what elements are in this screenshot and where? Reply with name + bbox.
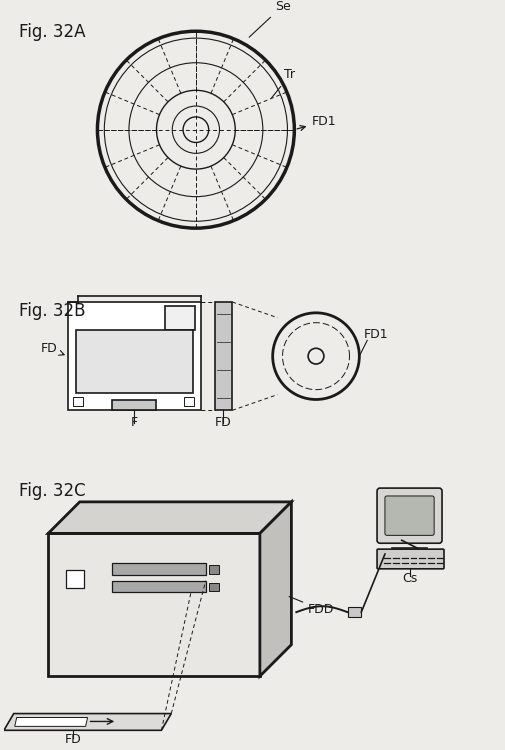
Text: Fig. 32B: Fig. 32B [19,302,85,320]
Bar [76,329,193,392]
Bar [209,565,219,574]
FancyBboxPatch shape [385,496,434,536]
Text: FD: FD [65,733,81,746]
Text: Se: Se [249,0,290,38]
Text: FD: FD [215,416,232,429]
Bar [209,583,219,592]
Text: FD: FD [40,342,64,355]
Polygon shape [4,713,171,730]
Bar [184,397,194,406]
Bar [112,580,206,592]
FancyBboxPatch shape [377,549,444,568]
Text: Fig. 32A: Fig. 32A [19,23,85,41]
Bar [165,306,195,329]
Text: F: F [130,416,137,429]
Bar [112,563,206,574]
Text: FD1: FD1 [297,115,337,130]
Bar [68,302,201,410]
Bar [73,397,83,406]
Bar [112,400,156,410]
Polygon shape [260,502,291,676]
Bar [347,608,361,617]
Bar [48,533,260,676]
Text: Fig. 32C: Fig. 32C [19,482,85,500]
Polygon shape [48,502,291,533]
Text: FDD: FDD [289,596,334,616]
FancyBboxPatch shape [377,488,442,543]
Text: FD1: FD1 [363,328,388,341]
Polygon shape [15,718,87,726]
Text: Tr: Tr [272,68,295,98]
Bar [215,302,232,410]
Bar [66,570,84,587]
Text: Cs: Cs [402,572,417,585]
